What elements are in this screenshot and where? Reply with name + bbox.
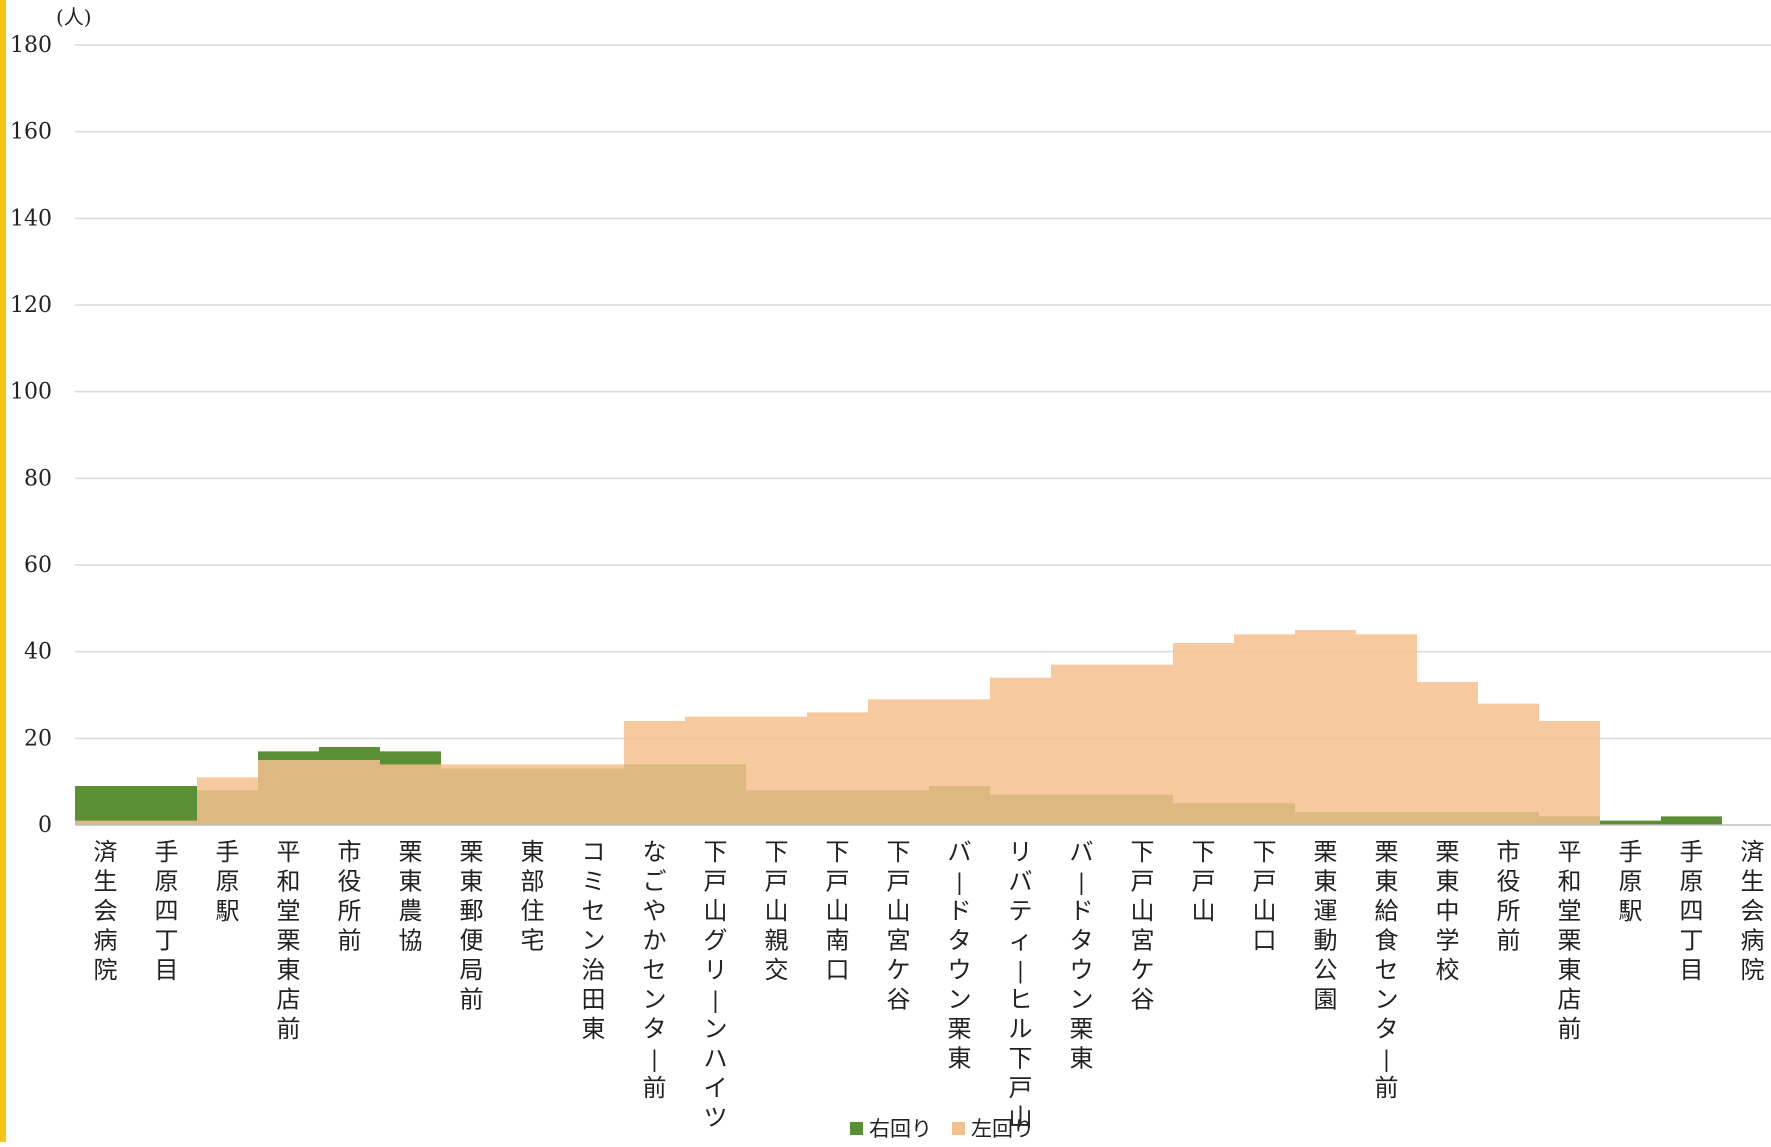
legend-label-right: 右回り — [869, 1117, 932, 1141]
x-tick-label: 市役所前 — [338, 838, 362, 955]
label-layer: 済生会病院 手原四丁目 手原駅 平和堂栗東店前 市役所前 栗東農協 栗東郵便局前 東部住宅 コミ… — [94, 838, 1765, 1132]
x-tick-label: 下戸山親交 — [765, 838, 789, 984]
x-tick-label: 下戸山南口 — [826, 838, 850, 984]
accent-stripe — [0, 0, 6, 1142]
x-tick-label: 下戸山宮ケ谷 — [887, 838, 911, 1014]
area-layer — [75, 630, 1771, 825]
x-tick-label: 済生会病院 — [94, 838, 118, 984]
legend-item-left: 左回り — [952, 1113, 1034, 1143]
x-tick-label: 手原四丁目 — [1680, 838, 1704, 984]
x-tick-label: 下戸山口 — [1253, 838, 1277, 955]
y-tick-label: 40 — [24, 640, 52, 665]
y-tick-label: 180 — [10, 33, 52, 58]
x-tick-label: なごやかセンタ|前 — [643, 838, 667, 1102]
x-tick-label: バ|ドタウン栗東 — [948, 838, 972, 1073]
axis-layer: 0 20 40 60 80 100 120 140 160 180 — [10, 33, 1771, 838]
x-tick-label: 栗東農協 — [399, 838, 423, 955]
x-tick-label: 下戸山宮ケ谷 — [1131, 838, 1155, 1014]
x-tick-label: 手原駅 — [216, 838, 240, 925]
x-tick-label: 下戸山 — [1192, 838, 1216, 925]
y-tick-label: 160 — [10, 120, 52, 145]
x-tick-label: 栗東郵便局前 — [460, 838, 484, 1014]
y-tick-label: 100 — [10, 380, 52, 405]
x-tick-label: 栗東中学校 — [1436, 838, 1460, 984]
y-tick-label: 60 — [24, 553, 52, 578]
y-tick-label: 140 — [10, 206, 52, 231]
series-area-left — [75, 630, 1771, 825]
x-tick-label: 東部住宅 — [521, 838, 545, 955]
x-tick-label: 済生会病院 — [1741, 838, 1765, 984]
y-tick-label: 0 — [38, 813, 52, 838]
x-tick-label: 平和堂栗東店前 — [1558, 838, 1582, 1043]
y-tick-label: 120 — [10, 293, 52, 318]
legend-swatch-right — [850, 1121, 863, 1135]
y-tick-label: 80 — [24, 466, 52, 491]
x-tick-label: 手原四丁目 — [155, 838, 179, 984]
legend-item-right: 右回り — [850, 1113, 932, 1143]
y-tick-label: 20 — [24, 726, 52, 751]
legend: 右回り 左回り — [850, 1114, 1034, 1142]
legend-label-left: 左回り — [971, 1117, 1034, 1141]
y-axis-unit-label: (人) — [56, 5, 92, 29]
x-tick-label: バ|ドタウン栗東 — [1070, 838, 1094, 1073]
x-tick-label: 栗東給食センタ|前 — [1375, 838, 1399, 1102]
x-tick-label: 栗東運動公園 — [1314, 838, 1338, 1014]
x-tick-label: 下戸山グリ|ンハイツ — [704, 838, 728, 1132]
x-tick-label: 手原駅 — [1619, 838, 1643, 925]
x-tick-label: 市役所前 — [1497, 838, 1521, 955]
legend-swatch-left — [952, 1121, 965, 1135]
grid-layer — [75, 44, 1771, 740]
x-tick-label: コミセン治田東 — [582, 838, 606, 1043]
x-tick-label: リバティ|ヒル下戸山 — [1009, 838, 1033, 1132]
x-tick-label: 平和堂栗東店前 — [277, 838, 301, 1043]
